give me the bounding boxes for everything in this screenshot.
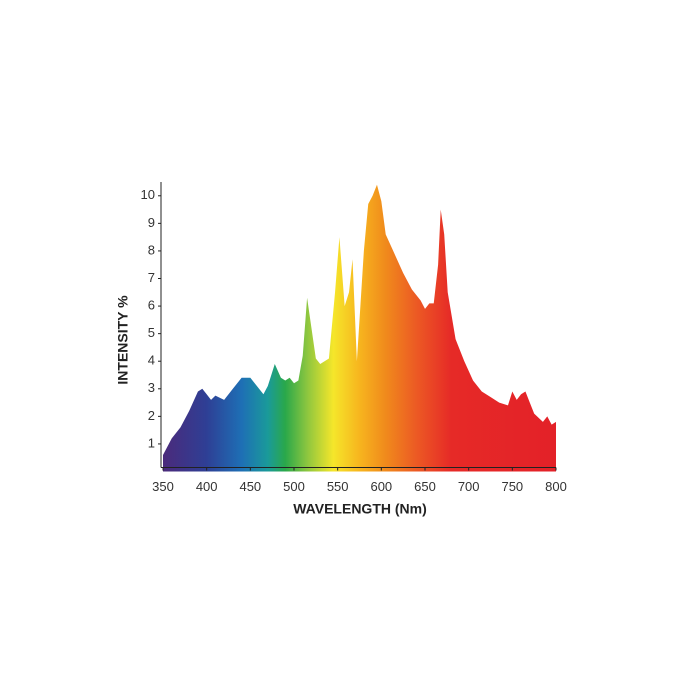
x-tick-label: 750 bbox=[501, 479, 523, 494]
x-axis-label: WAVELENGTH (Nm) bbox=[293, 501, 427, 517]
x-tick-label: 800 bbox=[545, 479, 567, 494]
y-axis-label: INTENSITY % bbox=[115, 295, 131, 385]
x-tick-label: 450 bbox=[239, 479, 261, 494]
x-tick-label: 400 bbox=[196, 479, 218, 494]
x-tick-label: 600 bbox=[370, 479, 392, 494]
y-tick-label: 3 bbox=[148, 380, 155, 395]
y-tick-label: 5 bbox=[148, 325, 155, 340]
y-tick-label: 2 bbox=[148, 408, 155, 423]
x-tick-label: 650 bbox=[414, 479, 436, 494]
x-tick-label: 700 bbox=[458, 479, 480, 494]
x-tick-label: 350 bbox=[152, 479, 174, 494]
y-tick-label: 4 bbox=[148, 353, 155, 368]
y-tick-label: 9 bbox=[148, 215, 155, 230]
spectrum-area bbox=[163, 184, 556, 472]
x-tick-label: 500 bbox=[283, 479, 305, 494]
y-tick-label: 7 bbox=[148, 270, 155, 285]
x-tick-label: 550 bbox=[327, 479, 349, 494]
y-tick-label: 10 bbox=[141, 187, 155, 202]
y-tick-label: 6 bbox=[148, 298, 155, 313]
y-tick-label: 1 bbox=[148, 435, 155, 450]
y-tick-label: 8 bbox=[148, 242, 155, 257]
